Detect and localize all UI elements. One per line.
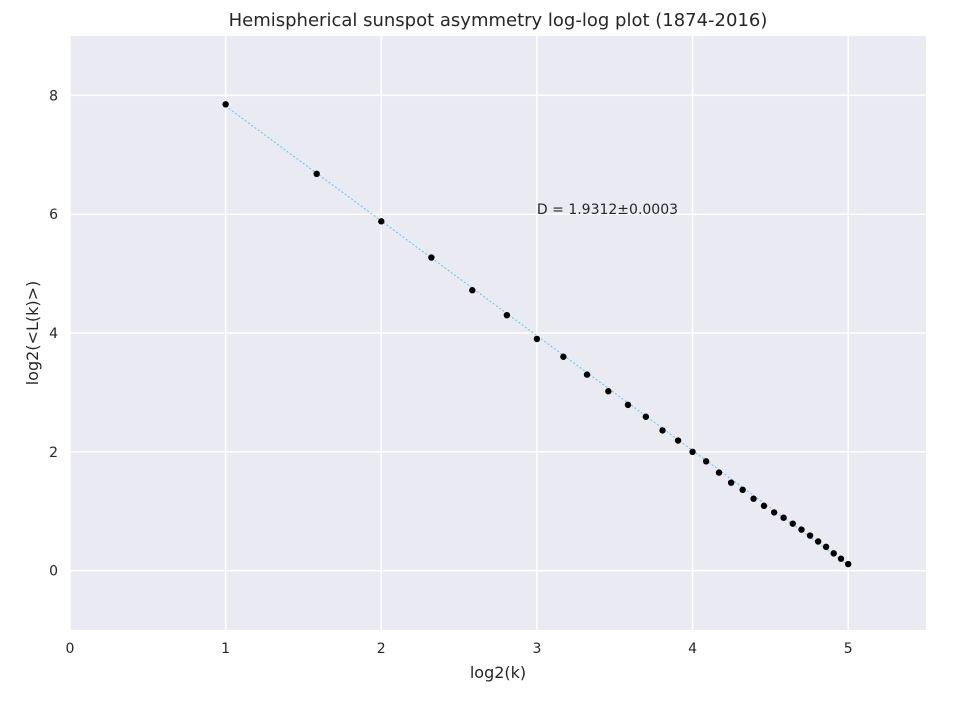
data-point: [503, 311, 511, 319]
data-point: [715, 469, 723, 476]
data-point: [583, 371, 591, 378]
data-point: [770, 509, 778, 516]
data-point: [378, 218, 385, 225]
data-point: [789, 520, 796, 527]
x-tick-label: 0: [66, 641, 75, 657]
x-tick-label: 4: [688, 641, 697, 657]
data-point: [814, 538, 822, 545]
data-point: [560, 353, 567, 360]
y-tick-label: 4: [49, 326, 58, 342]
x-tick-label: 2: [377, 641, 386, 657]
data-point: [727, 479, 735, 486]
data-point: [222, 101, 229, 108]
data-point: [624, 401, 632, 409]
data-point: [806, 532, 814, 539]
x-tick-label: 1: [221, 641, 230, 657]
y-tick-label: 8: [49, 88, 58, 104]
data-point: [830, 550, 837, 557]
x-axis-label: log2(k): [470, 663, 526, 682]
data-point: [750, 495, 757, 502]
y-tick-label: 0: [49, 564, 58, 580]
data-point: [674, 437, 682, 444]
grid: [69, 36, 926, 630]
data-points: [222, 101, 852, 568]
data-point: [702, 458, 710, 465]
data-point: [428, 254, 435, 261]
data-point: [780, 514, 787, 521]
x-tick-labels: 0 1 2 3 4 5: [66, 641, 853, 657]
data-point: [798, 526, 805, 533]
data-point: [469, 287, 476, 294]
fractal-dimension-annotation: D = 1.9312±0.0003: [537, 202, 678, 218]
data-point: [844, 560, 852, 568]
y-axis-label: log2(<L(k)>): [23, 281, 42, 386]
data-point: [659, 427, 666, 434]
data-point: [313, 170, 320, 178]
data-point: [605, 388, 612, 395]
data-point: [822, 543, 830, 551]
data-point: [533, 335, 541, 343]
x-tick-label: 3: [532, 641, 541, 657]
y-tick-labels: 0 2 4 6 8: [49, 88, 58, 579]
y-tick-label: 6: [49, 207, 58, 223]
data-point: [837, 555, 845, 562]
data-point: [642, 413, 650, 420]
chart-title: Hemispherical sunspot asymmetry log-log …: [229, 10, 768, 31]
y-tick-label: 2: [49, 445, 58, 461]
data-point: [760, 502, 768, 510]
data-point: [739, 486, 746, 494]
x-tick-label: 5: [844, 641, 853, 657]
data-point: [689, 448, 696, 455]
